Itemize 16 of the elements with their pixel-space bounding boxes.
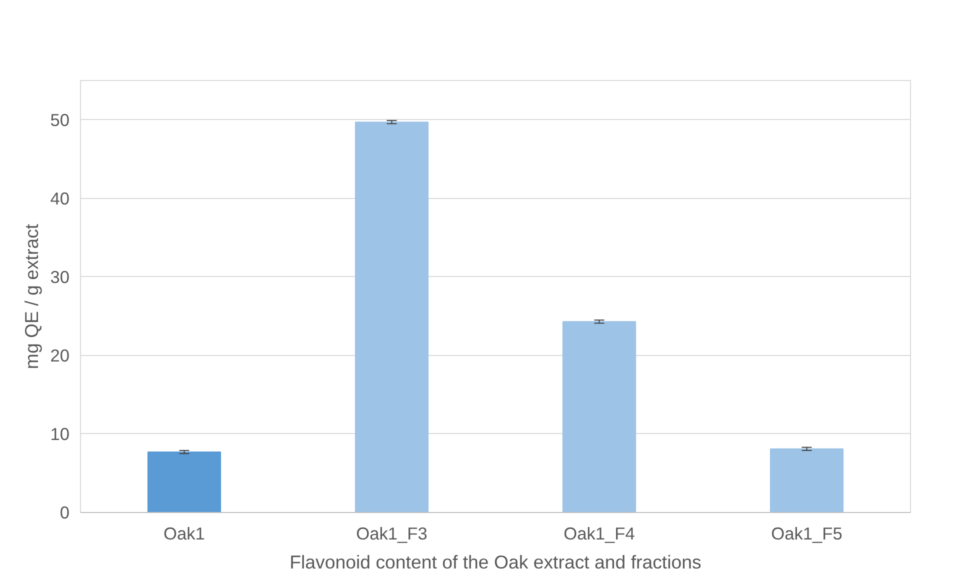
x-tick-label: Oak1 <box>164 524 205 544</box>
bar <box>354 122 429 512</box>
x-axis-title: Flavonoid content of the Oak extract and fractions <box>290 552 702 572</box>
bar <box>562 321 636 512</box>
x-tick-label: Oak1_F5 <box>771 524 842 544</box>
x-tick-label: Oak1_F4 <box>564 524 636 544</box>
y-tick-label: 30 <box>50 266 70 287</box>
x-tick-label: Oak1_F3 <box>356 524 428 544</box>
y-tick-label: 0 <box>60 502 70 522</box>
y-tick-label: 20 <box>50 345 70 366</box>
y-axis-title: mg QE / g extract <box>21 223 42 370</box>
y-tick-label: 40 <box>50 188 70 208</box>
y-tick-label: 50 <box>50 110 70 130</box>
bar <box>147 452 222 512</box>
bar <box>770 448 844 512</box>
y-tick-label: 10 <box>50 424 70 444</box>
